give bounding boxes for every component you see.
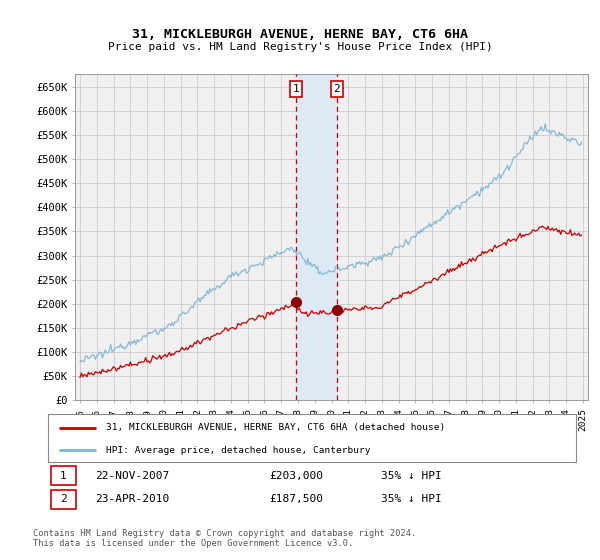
Text: 35% ↓ HPI: 35% ↓ HPI (380, 494, 442, 505)
Bar (296, 74, 337, 400)
Text: 22-NOV-2007: 22-NOV-2007 (95, 470, 170, 480)
Text: 23-APR-2010: 23-APR-2010 (95, 494, 170, 505)
Text: 31, MICKLEBURGH AVENUE, HERNE BAY, CT6 6HA (detached house): 31, MICKLEBURGH AVENUE, HERNE BAY, CT6 6… (106, 423, 445, 432)
Text: HPI: Average price, detached house, Canterbury: HPI: Average price, detached house, Cant… (106, 446, 371, 455)
Text: £203,000: £203,000 (270, 470, 324, 480)
Text: 35% ↓ HPI: 35% ↓ HPI (380, 470, 442, 480)
Text: 2: 2 (334, 84, 340, 94)
Text: 1: 1 (293, 84, 299, 94)
Text: 31, MICKLEBURGH AVENUE, HERNE BAY, CT6 6HA: 31, MICKLEBURGH AVENUE, HERNE BAY, CT6 6… (132, 28, 468, 41)
Text: Contains HM Land Registry data © Crown copyright and database right 2024.
This d: Contains HM Land Registry data © Crown c… (33, 529, 416, 548)
Text: 1: 1 (60, 470, 67, 480)
Text: £187,500: £187,500 (270, 494, 324, 505)
FancyBboxPatch shape (50, 466, 76, 486)
Text: 2: 2 (60, 494, 67, 505)
FancyBboxPatch shape (50, 490, 76, 509)
FancyBboxPatch shape (48, 414, 576, 462)
Text: Price paid vs. HM Land Registry's House Price Index (HPI): Price paid vs. HM Land Registry's House … (107, 42, 493, 52)
